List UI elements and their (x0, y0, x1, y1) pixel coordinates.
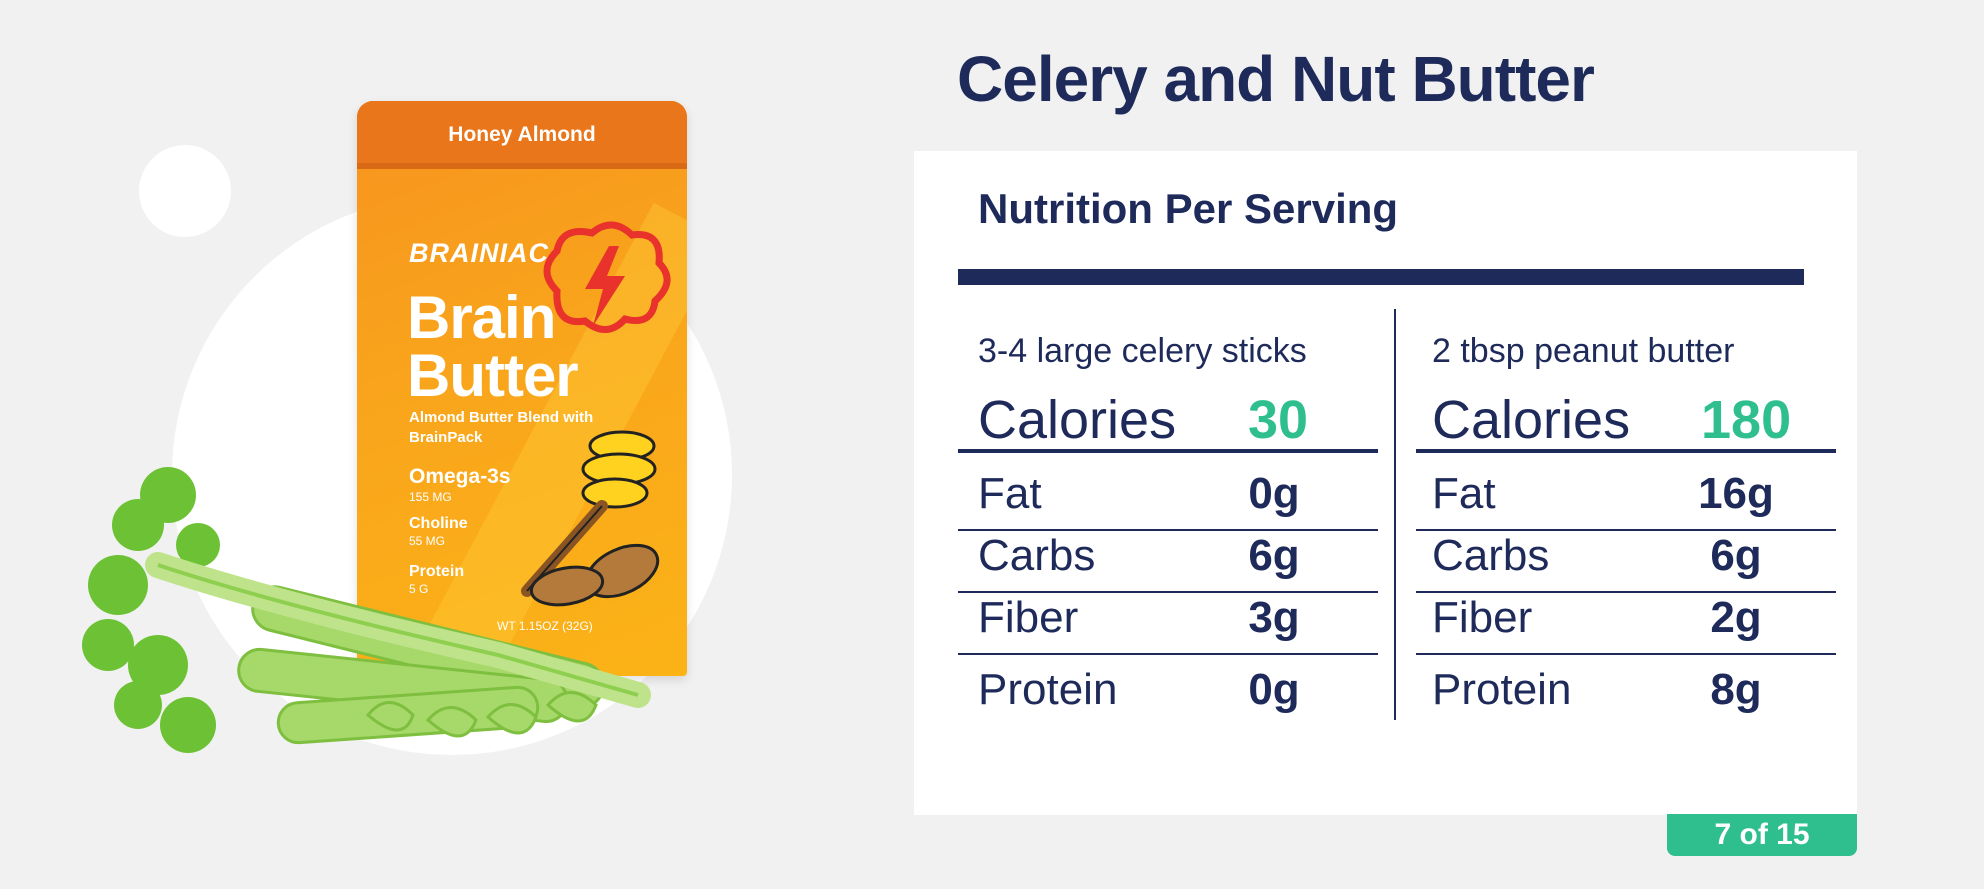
pouch-net-weight: WT 1.15OZ (32G) (497, 619, 593, 633)
calories-row: Calories 30 (958, 381, 1378, 453)
slide-counter: 7 of 15 (1667, 814, 1857, 856)
nutrient-row-fiber: Fiber 2g (1416, 593, 1836, 655)
product-pouch: Honey Almond BRAINIAC Brain Butter Almon… (357, 101, 687, 676)
calories-label: Calories (978, 390, 1177, 450)
nutrition-card: Nutrition Per Serving 3-4 large celery s… (914, 151, 1857, 815)
page-title: Celery and Nut Butter (957, 43, 1595, 115)
nutrient-label: Fiber (1432, 593, 1533, 642)
nutrient-row-fiber: Fiber 3g (958, 593, 1378, 655)
pouch-brand: BRAINIAC (409, 238, 549, 268)
stat-value: 55 MG (409, 534, 446, 548)
nutrient-value: 6g (1710, 531, 1762, 580)
background-circle-small (139, 145, 231, 237)
nutrient-row-carbs: Carbs 6g (958, 531, 1378, 593)
nutrient-label: Carbs (978, 531, 1096, 580)
stat-name: Omega-3s (409, 465, 511, 488)
nutrient-label: Protein (978, 665, 1118, 714)
heading-rule (958, 269, 1804, 285)
pouch-product-name: Brain Butter (407, 284, 579, 409)
pouch-subtitle: Almond Butter Blend with BrainPack (409, 409, 594, 446)
nutrient-label: Fiber (978, 593, 1079, 642)
honey-dipper-icon (521, 430, 660, 607)
stat-value: 155 MG (409, 490, 452, 504)
nutrient-value: 3g (1248, 593, 1300, 642)
pouch-stat-omega: Omega-3s 155 MG (409, 465, 511, 505)
pouch-top-band (357, 101, 687, 169)
nutrition-column-celery: 3-4 large celery sticks Calories 30 Fat … (958, 321, 1378, 725)
pouch-name-line2: Butter (407, 342, 579, 409)
nutrient-label: Fat (978, 469, 1042, 518)
nutrient-value: 16g (1698, 469, 1774, 518)
celery-icon (82, 467, 651, 753)
calories-label: Calories (1432, 390, 1631, 450)
stat-name: Protein (409, 563, 465, 580)
stat-value: 5 G (409, 582, 429, 596)
serving-size: 3-4 large celery sticks (978, 332, 1307, 370)
nutrition-heading: Nutrition Per Serving (978, 185, 1399, 232)
nutrient-label: Carbs (1432, 531, 1550, 580)
nutrient-row-protein: Protein 8g (1416, 655, 1836, 725)
nutrient-row-fat: Fat 0g (958, 453, 1378, 531)
calories-row: Calories 180 (1416, 381, 1836, 453)
nutrient-value: 8g (1710, 665, 1762, 714)
calories-value: 30 (1248, 390, 1309, 450)
stat-name: Choline (409, 515, 468, 532)
nutrient-label: Protein (1432, 665, 1572, 714)
nutrient-value: 0g (1248, 665, 1300, 714)
nutrient-row-protein: Protein 0g (958, 655, 1378, 725)
pouch-name-line1: Brain (407, 284, 556, 351)
pouch-stat-protein: Protein 5 G (409, 563, 464, 597)
nutrient-value: 6g (1248, 531, 1300, 580)
nutrient-label: Fat (1432, 469, 1496, 518)
nutrient-value: 0g (1248, 469, 1300, 518)
calories-value: 180 (1701, 390, 1792, 450)
nutrient-row-carbs: Carbs 6g (1416, 531, 1836, 593)
nutrition-column-peanut-butter: 2 tbsp peanut butter Calories 180 Fat 16… (1416, 321, 1836, 725)
serving-size: 2 tbsp peanut butter (1432, 332, 1735, 370)
pouch-flavor-label: Honey Almond (448, 123, 596, 146)
nutrient-row-fat: Fat 16g (1416, 453, 1836, 531)
nutrient-value: 2g (1710, 593, 1762, 642)
bolt-icon (543, 221, 671, 333)
column-divider (1394, 309, 1396, 720)
pouch-stat-choline: Choline 55 MG (409, 515, 468, 549)
